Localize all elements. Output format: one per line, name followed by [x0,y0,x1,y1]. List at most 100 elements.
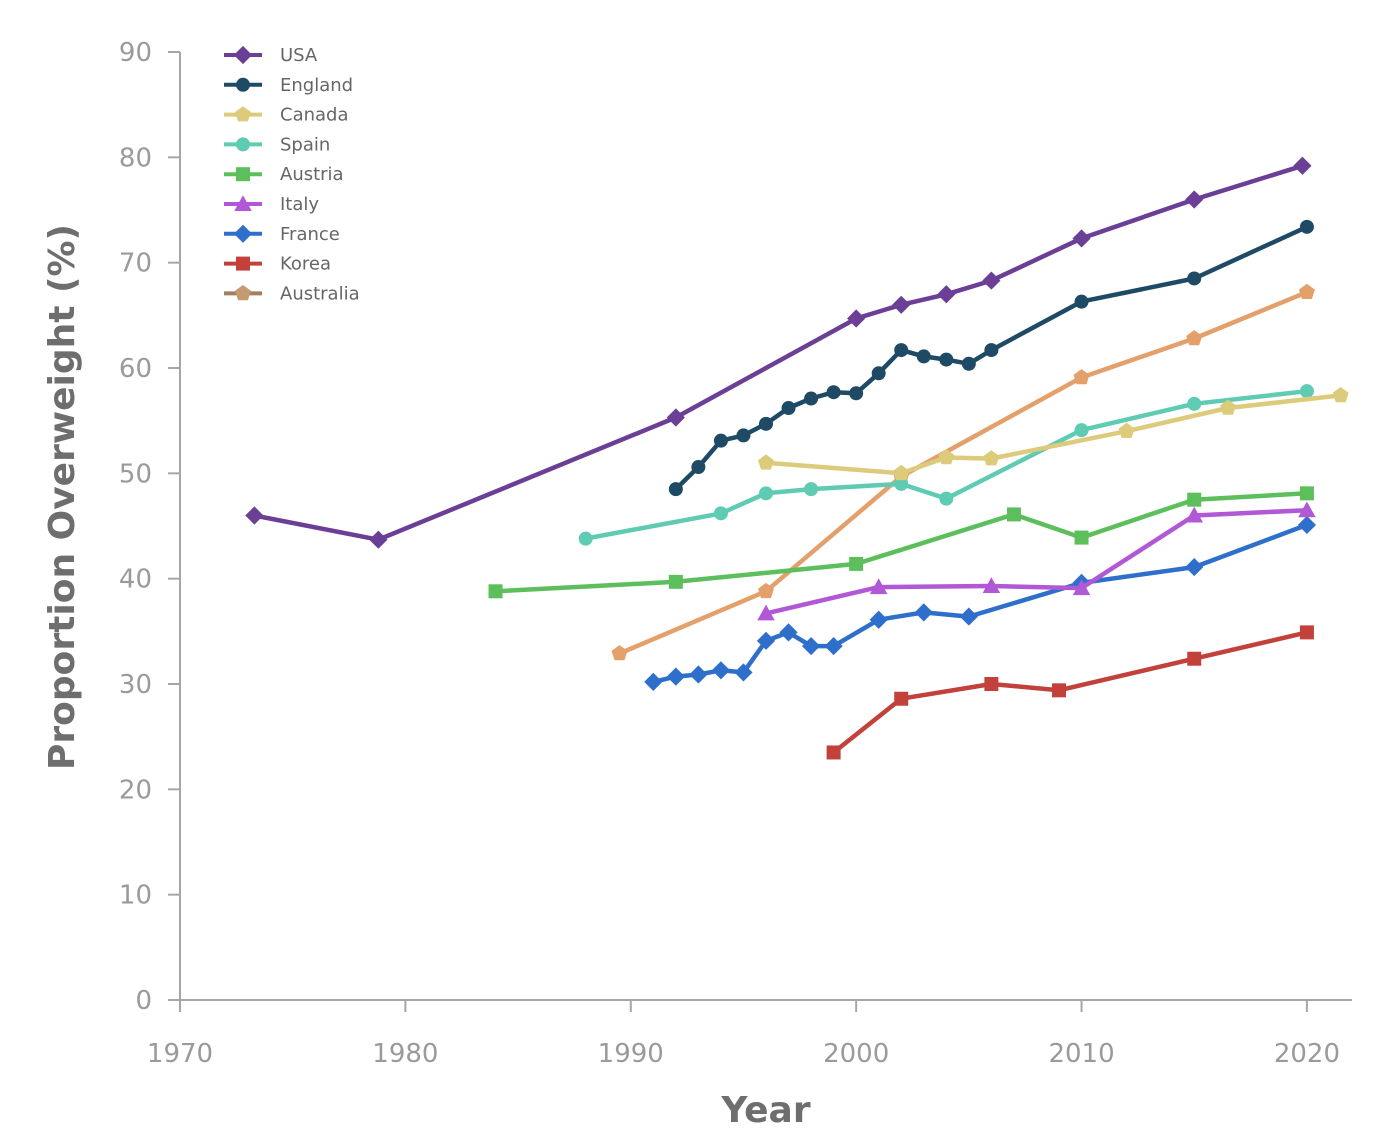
data-point-korea [894,691,909,706]
x-tick-label: 1980 [372,1039,438,1069]
data-point-australia [1073,369,1090,385]
x-tick-label: 2020 [1274,1039,1340,1069]
data-point-spain [1299,384,1314,399]
y-tick-label: 60 [119,354,152,384]
y-tick-label: 40 [119,565,152,595]
legend-item-england: England [224,75,353,96]
series-canada [758,387,1349,481]
data-point-england [849,386,864,401]
data-point-usa [892,295,911,314]
legend-item-usa: USA [224,45,318,66]
legend-item-australia: Australia [224,283,360,304]
legend-item-spain: Spain [224,134,330,155]
data-point-spain [1187,396,1202,411]
data-point-england [916,349,931,364]
data-point-korea [1052,683,1066,698]
y-tick-label: 50 [119,459,152,489]
data-point-usa [1293,156,1312,175]
data-point-canada [938,449,955,465]
data-point-korea [984,677,999,691]
data-point-france [959,607,978,626]
data-point-spain [713,506,728,521]
data-point-france [734,663,753,682]
data-point-usa [1185,190,1204,209]
data-point-canada [758,454,774,470]
y-tick-label: 10 [119,881,152,911]
series-line-austria [493,491,1310,594]
y-tick-label: 20 [119,775,152,805]
data-point-canada [893,464,910,481]
data-point-england [781,401,796,416]
data-point-france [869,610,888,629]
data-point-korea [826,745,841,760]
data-point-england [759,416,773,431]
data-point-france [689,665,708,684]
data-point-england [804,391,819,406]
legend-marker-austria [236,167,250,182]
data-point-austria [1006,507,1021,522]
legend: USA England Canada Spain Austria Italy France K… [224,45,360,304]
data-point-canada [1118,422,1135,438]
x-axis-title: Year [720,1090,810,1131]
data-point-england [826,385,841,400]
series-korea [826,625,1314,760]
series-line-england [673,224,1310,492]
data-point-england [984,343,999,358]
data-point-england [736,428,751,443]
data-point-england [691,460,706,475]
data-point-france [756,631,776,650]
y-tick-label: 80 [119,143,152,173]
data-point-england [939,352,954,367]
data-point-australia [611,645,628,661]
series-austria [488,486,1314,599]
legend-label-canada: Canada [280,105,349,126]
legend-label-italy: Italy [280,194,319,215]
legend-label-usa: USA [280,45,318,66]
data-point-england [894,343,909,358]
legend-item-canada: Canada [224,105,349,126]
legend-label-australia: Australia [280,283,360,304]
series-line-italy [763,507,1310,616]
legend-marker-usa [233,45,253,65]
data-point-spain [578,531,593,546]
data-point-france [779,623,798,642]
series-line-australia [617,289,1310,656]
x-tick-label: 1990 [598,1039,664,1069]
series-australia [611,283,1315,661]
data-point-korea [1299,625,1314,640]
legend-marker-korea [236,256,250,271]
legend-marker-england [236,77,250,92]
data-point-spain [804,482,819,497]
data-point-france [914,603,933,622]
legend-label-austria: Austria [280,164,344,185]
y-tick-label: 70 [119,249,152,279]
legend-marker-italy [234,195,252,211]
legend-label-england: England [280,75,353,96]
data-point-england [668,482,683,497]
data-point-austria [1187,492,1202,507]
axes: 0 10 20 30 40 50 60 70 80 90 1970 1980 1990 2000 2010 2… [119,38,1352,1069]
x-tick-label: 1970 [147,1039,213,1069]
data-point-england [1074,294,1089,309]
legend-marker-france [233,224,253,243]
y-tick-label: 30 [119,670,152,700]
series-england [668,219,1314,497]
legend-label-korea: Korea [280,254,331,275]
y-axis-title: Proportion Overweight (%) [42,224,83,770]
data-point-spain [894,476,909,491]
data-point-france [801,636,821,656]
series-usa [245,156,1312,549]
data-point-usa [982,271,1001,290]
series-line-usa [252,163,1305,542]
series-line-canada [763,393,1343,476]
data-point-england [713,433,728,448]
data-point-austria [668,574,683,589]
series-france [644,515,1317,691]
legend-marker-spain [236,137,250,152]
data-point-usa [666,408,685,427]
data-point-england [1299,219,1314,234]
data-point-usa [369,530,388,549]
data-point-france [1297,515,1317,535]
data-point-england [961,356,976,371]
